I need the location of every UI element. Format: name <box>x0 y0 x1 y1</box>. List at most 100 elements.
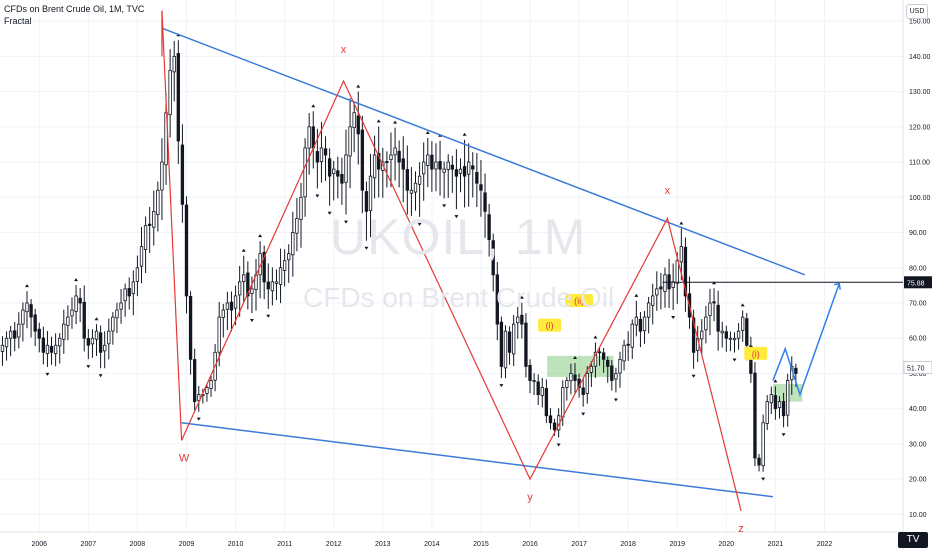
candle-down <box>520 314 524 325</box>
candle-up <box>663 274 667 292</box>
candle-up <box>135 267 140 282</box>
price-tick-label: 50.00 <box>909 371 927 378</box>
fractal-up-marker <box>712 281 717 285</box>
price-tick-label: 40.00 <box>909 406 927 413</box>
fractal-up-marker <box>634 293 639 297</box>
candle-down <box>37 328 41 339</box>
lower-trendline <box>181 422 774 498</box>
candle-up <box>585 373 589 394</box>
wave-label: x <box>341 44 347 56</box>
time-tick-label: 2022 <box>817 541 833 548</box>
candle-down <box>33 314 37 332</box>
candle-up <box>655 288 659 296</box>
candle-down <box>462 166 467 177</box>
price-tick-label: 110.00 <box>909 160 930 167</box>
candle-down <box>573 374 577 381</box>
candle-up <box>761 422 765 467</box>
fractal-down-marker <box>613 398 618 402</box>
currency-badge[interactable]: USD <box>906 4 928 19</box>
candle-down <box>78 297 82 304</box>
fractal-up-marker <box>393 120 398 124</box>
candle-up <box>503 330 508 369</box>
candle-up <box>282 260 287 271</box>
time-tick-label: 2006 <box>31 541 47 548</box>
candle-up <box>274 281 279 284</box>
candle-down <box>471 165 475 170</box>
candle-down <box>597 351 602 354</box>
candle-down <box>29 304 33 318</box>
fractal-down-marker <box>327 211 332 215</box>
time-tick-label: 2011 <box>277 541 292 548</box>
time-tick-label: 2021 <box>768 541 784 548</box>
sub-wave-label-box <box>565 293 594 307</box>
price-mark-badge <box>904 276 932 289</box>
candle-up <box>409 189 414 194</box>
candle-up <box>123 288 127 302</box>
price-tick-label: 130.00 <box>909 89 931 96</box>
candle-down <box>323 148 328 156</box>
candle-up <box>58 337 62 347</box>
candle-up <box>242 274 246 283</box>
price-tick-label: 90.00 <box>909 230 927 237</box>
candle-down <box>552 422 557 431</box>
price-tick-label: 10.00 <box>909 512 927 519</box>
candle-up <box>119 302 123 310</box>
candle-down <box>262 251 266 283</box>
candle-up <box>303 147 307 198</box>
candle-up <box>700 330 704 340</box>
time-tick-label: 2010 <box>228 541 244 548</box>
time-tick-label: 2012 <box>326 541 342 548</box>
candle-up <box>769 394 773 404</box>
time-tick-labels: 2006 2007 2008 2009 2010 2011 2012 2013 2014 2015… <box>31 541 832 548</box>
candle-down <box>601 352 606 360</box>
fractal-up-marker <box>74 278 79 282</box>
candle-down <box>98 332 103 353</box>
time-tick-label: 2016 <box>522 541 538 548</box>
candle-down <box>475 172 479 184</box>
candle-up <box>634 316 639 326</box>
fractal-up-marker <box>773 379 778 383</box>
candle-down <box>528 364 532 381</box>
fractal-down-marker <box>417 222 422 226</box>
candle-up <box>458 168 463 174</box>
candle-up <box>217 316 221 353</box>
price-tick-label: 20.00 <box>909 477 927 484</box>
fractal-up-marker <box>425 130 430 134</box>
fractal-down-marker <box>98 374 103 378</box>
demand-zones <box>547 355 803 402</box>
candle-up <box>765 401 769 424</box>
chart-title: CFDs on Brent Crude Oil, 1M, TVC <box>4 4 145 14</box>
candle-up <box>66 316 70 326</box>
fractal-down-marker <box>442 204 447 208</box>
candle-up <box>250 288 254 294</box>
fractal-up-marker <box>462 132 467 136</box>
candle-up <box>777 401 782 409</box>
candle-down <box>536 381 540 395</box>
candle-up <box>131 281 135 294</box>
candle-up <box>728 337 733 340</box>
candle-down <box>401 158 405 170</box>
candle-up <box>622 344 626 362</box>
candle-down <box>327 158 332 177</box>
candle-up <box>511 323 516 355</box>
candle-down <box>479 184 483 191</box>
candle-down <box>86 338 91 346</box>
candle-up <box>295 218 299 234</box>
candle-up <box>467 161 471 175</box>
candle-up <box>94 330 99 340</box>
candle-up <box>152 210 156 228</box>
candle-down <box>606 359 610 367</box>
candle-up <box>422 161 426 175</box>
fractal-up-marker <box>356 84 361 88</box>
grid <box>0 0 903 532</box>
candle-up <box>307 126 311 149</box>
candle-up <box>270 281 275 292</box>
fractal-down-marker <box>249 319 254 323</box>
price-tick-label: 70.00 <box>909 300 927 307</box>
indicator-label[interactable]: Fractal <box>4 16 32 26</box>
candle-up <box>614 373 618 380</box>
candle-up <box>642 316 647 332</box>
candle-up <box>561 387 565 418</box>
candle-down <box>773 395 778 410</box>
